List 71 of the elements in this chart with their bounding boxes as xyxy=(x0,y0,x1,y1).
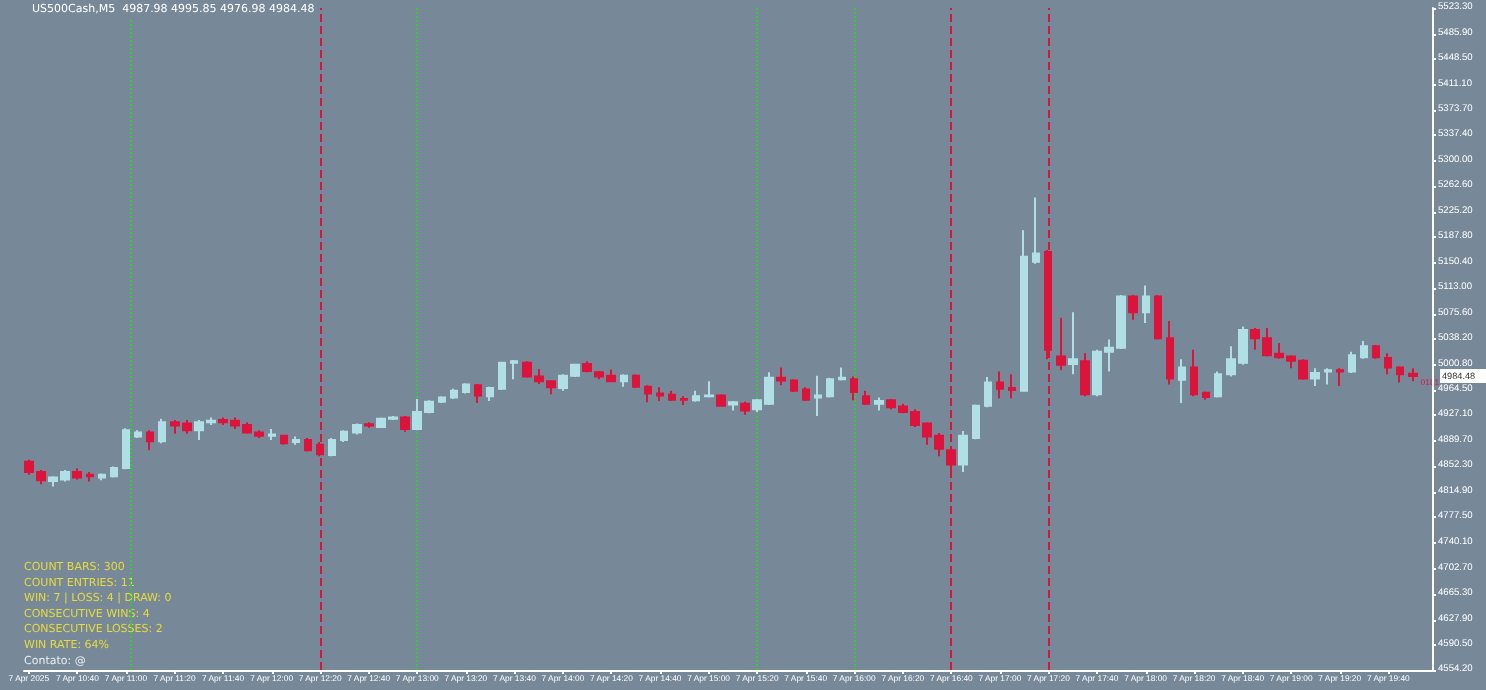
candlestick xyxy=(1068,311,1078,376)
candlestick xyxy=(680,395,688,407)
candlestick xyxy=(1032,196,1040,265)
candlestick xyxy=(802,386,810,402)
candlestick xyxy=(122,427,130,471)
candlestick xyxy=(632,373,640,390)
candlestick xyxy=(1214,370,1222,399)
candlestick xyxy=(668,389,676,402)
candlestick xyxy=(704,380,714,399)
candlestick xyxy=(1324,367,1332,386)
candlestick xyxy=(1336,367,1344,387)
candlestick xyxy=(850,375,858,402)
candlestick xyxy=(1080,352,1090,398)
candlestick xyxy=(1360,339,1368,360)
candlestick xyxy=(814,374,822,418)
candlestick xyxy=(1142,284,1150,325)
candlestick xyxy=(292,435,300,446)
candlestick xyxy=(740,400,750,416)
candlestick xyxy=(984,376,992,409)
candlestick xyxy=(86,471,94,483)
candlestick xyxy=(450,387,458,400)
candlestick xyxy=(72,467,82,481)
candlestick xyxy=(510,359,518,381)
candlestick xyxy=(498,361,506,392)
candlestick xyxy=(656,386,664,402)
candlestick xyxy=(474,382,482,405)
candlestick xyxy=(268,428,276,441)
candlestick xyxy=(1128,294,1138,321)
candlestick xyxy=(340,429,348,443)
candlestick xyxy=(400,415,410,433)
candlestick xyxy=(1190,348,1198,398)
candlestick xyxy=(996,370,1004,400)
candlestick xyxy=(1202,390,1210,401)
candlestick xyxy=(1408,367,1418,383)
candlestick xyxy=(1178,358,1186,405)
candlestick xyxy=(972,403,980,441)
candlestick xyxy=(134,429,142,439)
candlestick xyxy=(1396,365,1404,384)
candlestick xyxy=(790,378,798,394)
candlestick xyxy=(716,393,726,408)
candlestick xyxy=(692,389,700,403)
candlestick xyxy=(364,421,374,429)
candlestick xyxy=(728,399,738,412)
candlestick xyxy=(874,396,884,412)
candlestick xyxy=(1348,350,1356,374)
candlestick xyxy=(146,429,154,452)
candlestick xyxy=(838,366,846,382)
candlestick xyxy=(1008,373,1016,400)
candlestick xyxy=(1384,352,1392,376)
candlestick xyxy=(958,430,968,474)
candlestick xyxy=(462,382,470,395)
candlestick xyxy=(98,472,106,482)
candlestick xyxy=(644,384,652,404)
candlestick xyxy=(1020,229,1028,393)
candlestick xyxy=(1154,294,1162,341)
candlestick xyxy=(158,417,166,445)
candlestick xyxy=(1166,320,1174,386)
candlestick xyxy=(486,385,494,402)
candlestick xyxy=(620,373,628,388)
candlestick xyxy=(438,395,446,405)
candlestick xyxy=(304,436,312,453)
candlestick xyxy=(1056,316,1066,372)
candlestick xyxy=(776,366,786,387)
candlestick xyxy=(328,436,336,458)
candlestick xyxy=(826,376,834,399)
candlestick xyxy=(280,434,288,446)
candlestick xyxy=(862,389,870,407)
candlestick xyxy=(352,422,362,436)
candlestick xyxy=(1310,367,1320,387)
candlestick xyxy=(110,465,118,479)
candlestick xyxy=(1372,343,1380,360)
